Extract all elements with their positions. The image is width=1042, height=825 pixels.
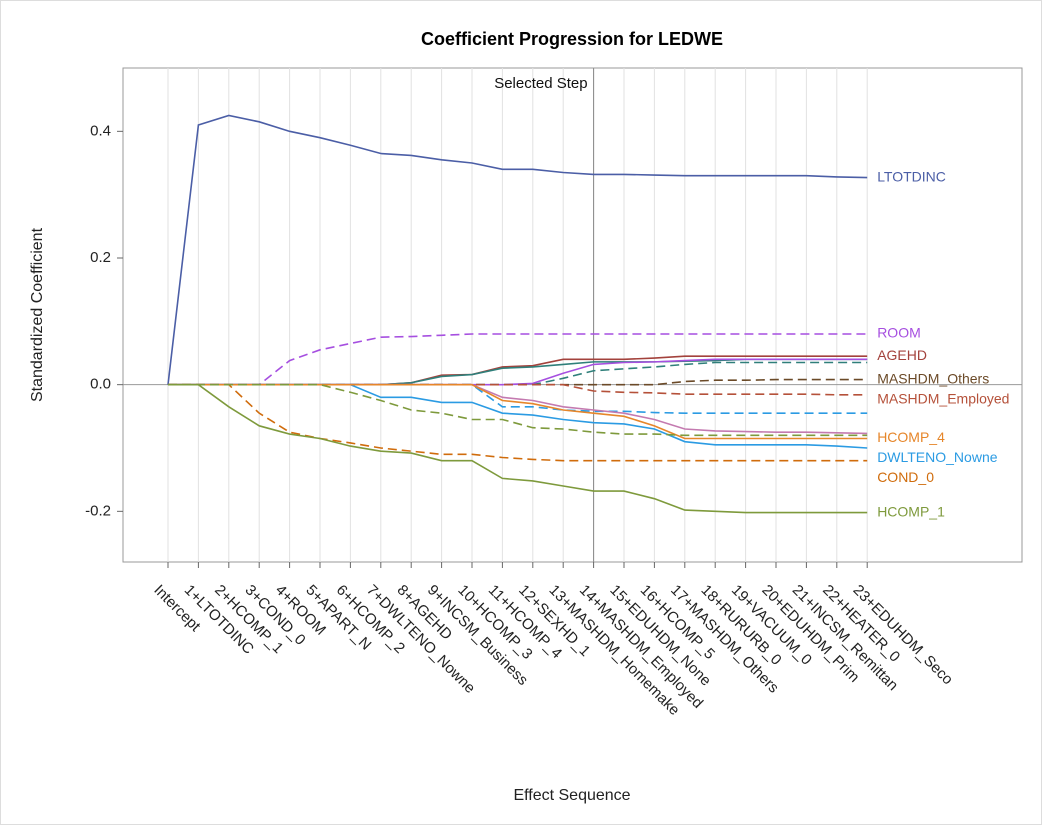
series-line bbox=[167, 114, 868, 385]
series-line bbox=[168, 383, 868, 514]
y-tick-label: 0.2 bbox=[90, 249, 111, 266]
series-label: COND_0 bbox=[877, 469, 934, 485]
chart-title: Coefficient Progression for LEDWE bbox=[421, 29, 723, 49]
x-axis-label: Effect Sequence bbox=[513, 787, 630, 804]
series-label: AGEHD bbox=[877, 347, 927, 363]
y-tick-label: 0.0 bbox=[90, 376, 111, 393]
plot-area bbox=[122, 67, 1023, 563]
series-label: LTOTDINC bbox=[877, 168, 946, 184]
y-tick-label: -0.2 bbox=[85, 502, 111, 519]
y-axis-label: Standardized Coefficient bbox=[29, 227, 46, 402]
series-line bbox=[168, 383, 868, 462]
series-label: MASHDM_Employed bbox=[877, 390, 1009, 406]
series-label: HCOMP_1 bbox=[877, 503, 945, 519]
y-tick-label: 0.4 bbox=[90, 122, 111, 139]
series-label: MASHDM_Others bbox=[877, 370, 989, 386]
series-label: ROOM bbox=[877, 325, 921, 341]
selected-step-label: Selected Step bbox=[494, 75, 587, 92]
series-label: HCOMP_4 bbox=[877, 429, 945, 445]
series-line bbox=[168, 333, 868, 386]
series-label: DWLTENO_Nowne bbox=[877, 449, 998, 465]
series-line bbox=[168, 383, 868, 437]
